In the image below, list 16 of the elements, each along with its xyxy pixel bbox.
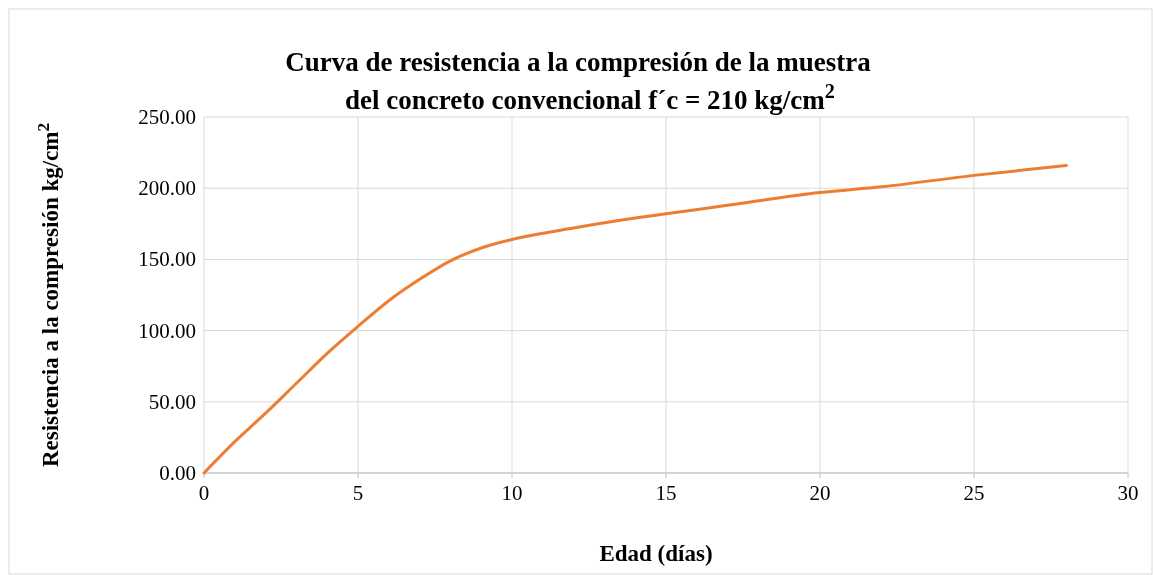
x-tick-label: 20 xyxy=(809,481,831,505)
x-tick-label: 30 xyxy=(1117,481,1139,505)
y-tick-label: 50.00 xyxy=(148,389,196,414)
chart-title: Curva de resistencia a la compresión de la muestra del concreto convencional f´c = 210 kg/cm$^{2}$ xyxy=(285,47,872,115)
y-tick-label: 100.00 xyxy=(138,318,196,343)
y-tick-label: 150.00 xyxy=(138,247,196,272)
x-tick-label: 25 xyxy=(963,481,985,505)
x-tick-label: 5 xyxy=(352,481,364,505)
x-tick-label: 0 xyxy=(198,481,210,505)
y-tick-label: 250.00 xyxy=(138,105,196,129)
y-tick-label: 200.00 xyxy=(138,176,196,201)
x-axis-title: Edad (días) xyxy=(599,541,713,566)
x-tick-label: 15 xyxy=(655,481,677,505)
y-tick-label: 0.00 xyxy=(159,461,196,485)
line-series xyxy=(202,163,1068,475)
x-tick-label: 10 xyxy=(501,481,523,505)
